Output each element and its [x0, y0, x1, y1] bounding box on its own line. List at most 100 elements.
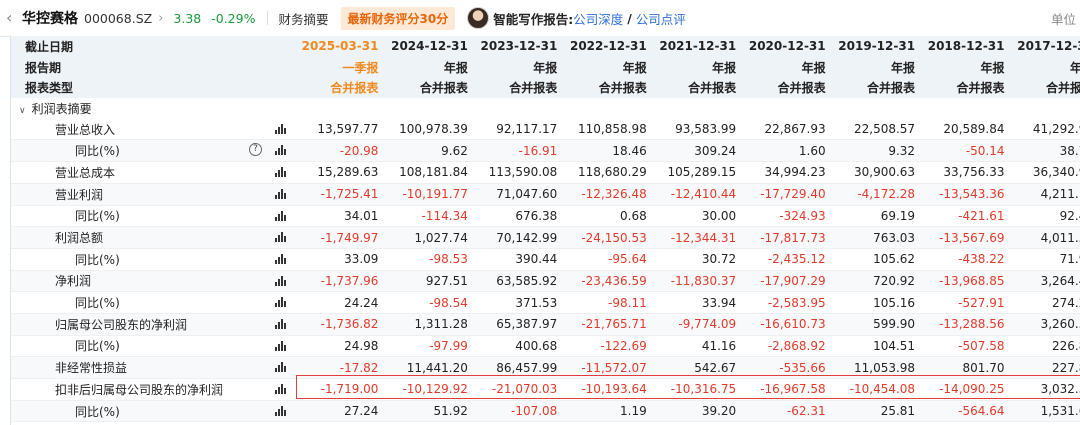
header-cell: 合并报表	[474, 77, 565, 99]
value-cell: 24.98	[296, 335, 386, 358]
link-company-depth[interactable]: 公司深度	[573, 11, 624, 27]
table-row: 非经常性损益 -17.82 11,441.20 86,457.99 -11,572.07…	[11, 356, 1080, 379]
value-cell: 33.09	[296, 248, 386, 271]
row-label-cell: 营业总成本	[11, 161, 296, 184]
value-cell: 108,181.84	[385, 161, 475, 184]
avatar	[467, 7, 490, 29]
financial-score-badge[interactable]: 最新财务评分30分	[340, 6, 456, 30]
value-cell: 24.24	[296, 291, 386, 314]
value-cell: 0.68	[564, 205, 654, 228]
value-cell: -16.91	[474, 139, 565, 163]
value-cell: 70,142.99	[474, 226, 565, 249]
table-row: 营业利润 -1,725.41 -10,191.77 71,047.60 -12,326.…	[11, 183, 1080, 206]
row-label: 同比(%)	[75, 404, 120, 419]
bar-chart-icon[interactable]	[275, 384, 286, 394]
chevron-down-icon[interactable]: ∨	[19, 105, 26, 116]
value-cell: 542.67	[653, 356, 744, 379]
value-cell: -535.66	[743, 356, 833, 379]
value-cell: -14,090.25	[922, 378, 1012, 401]
value-cell: -11,830.37	[653, 270, 744, 293]
value-cell: -23,436.59	[564, 270, 654, 293]
value-cell: 110,858.98	[564, 118, 654, 141]
value-cell: 9.62	[385, 139, 475, 163]
row-label-cell: 归属母公司股东的净利润	[11, 313, 296, 336]
value-cell: -1,719.00	[296, 378, 386, 401]
value-cell: 11,441.20	[385, 356, 475, 379]
header-cell: 合并报表	[922, 77, 1012, 99]
row-label-cell: 净利润	[11, 270, 296, 293]
bar-chart-icon[interactable]	[275, 232, 286, 243]
bar-chart-icon[interactable]	[275, 405, 286, 416]
unit-label: 单位	[1050, 11, 1076, 27]
bar-chart-icon[interactable]	[275, 362, 286, 373]
value-cell: -13,543.36	[922, 183, 1012, 206]
help-icon[interactable]: ?	[249, 143, 262, 157]
header-cell: 年报	[1011, 56, 1080, 78]
section-row[interactable]: ∨ 利润表摘要	[11, 98, 1080, 119]
value-cell: 92.43	[1011, 205, 1080, 228]
value-cell: 69.19	[832, 205, 923, 228]
bar-chart-icon[interactable]	[275, 145, 286, 156]
bar-chart-icon[interactable]	[275, 167, 286, 178]
header-cell: 合并报表	[743, 77, 833, 99]
row-label: 营业利润	[55, 187, 104, 202]
value-cell: 1.19	[564, 400, 654, 423]
bar-chart-icon[interactable]	[275, 123, 286, 134]
value-cell: -10,129.92	[385, 378, 475, 401]
bar-chart-icon[interactable]	[275, 188, 286, 199]
separator-slash: /	[627, 10, 632, 26]
bar-chart-icon[interactable]	[275, 275, 286, 286]
value-cell: 9.32	[832, 139, 923, 163]
empty-cell	[564, 98, 654, 119]
bar-chart-icon[interactable]	[275, 318, 286, 329]
link-company-review[interactable]: 公司点评	[635, 11, 686, 27]
empty-cell	[653, 98, 744, 119]
value-cell: 34.01	[296, 205, 386, 228]
table-row: 同比(%) 34.01 -114.34 676.38 0.68 30.00 -324.93 6…	[11, 205, 1080, 228]
value-cell: -97.99	[385, 335, 475, 358]
value-cell: 4,011.56	[1011, 226, 1080, 249]
row-label: 利润总额	[55, 231, 104, 246]
header-cell: 2024-12-31	[385, 36, 475, 57]
bar-chart-icon[interactable]	[275, 340, 286, 351]
header-label: 报表类型	[11, 77, 296, 99]
value-cell: -11,572.07	[564, 356, 654, 379]
value-cell: -9,774.09	[653, 313, 744, 336]
value-cell: 92,117.17	[474, 118, 565, 141]
value-cell: -98.54	[385, 291, 475, 314]
section-label[interactable]: ∨ 利润表摘要	[11, 98, 296, 119]
value-cell: 63,585.92	[474, 270, 565, 293]
value-cell: 1.60	[743, 139, 833, 163]
row-label: 营业总收入	[55, 122, 116, 137]
value-cell: -564.64	[922, 400, 1012, 423]
stock-name: 华控赛格	[22, 11, 78, 27]
bar-chart-icon[interactable]	[275, 210, 286, 221]
value-cell: 309.24	[653, 139, 744, 163]
row-label-cell: 扣非后归属母公司股东的净利润	[11, 378, 296, 401]
chevron-left-icon[interactable]: ‹	[6, 8, 13, 27]
value-cell: 18.46	[564, 139, 654, 163]
value-cell: -2,435.12	[743, 248, 833, 271]
header-cell: 年报	[832, 56, 923, 78]
value-cell: -12,344.31	[653, 226, 744, 249]
header-row: 报表类型合并报表合并报表合并报表合并报表合并报表合并报表合并报表合并报表合并报表	[11, 77, 1080, 99]
chevron-right-icon[interactable]: ›	[158, 10, 164, 26]
value-cell: -1,736.82	[296, 313, 386, 336]
value-cell: -1,737.96	[296, 270, 386, 293]
empty-cell	[385, 98, 475, 119]
value-cell: 3,264.41	[1011, 270, 1080, 293]
value-cell: -114.34	[385, 205, 475, 228]
value-cell: -13,288.56	[922, 313, 1012, 336]
value-cell: -21,765.71	[564, 313, 654, 336]
bar-chart-icon[interactable]	[275, 253, 286, 264]
value-cell: 3,032.52	[1011, 378, 1080, 401]
value-cell: 36,340.96	[1011, 161, 1080, 184]
value-cell: 118,680.29	[564, 161, 654, 184]
value-cell: 93,583.99	[653, 118, 744, 141]
value-cell: -13,968.85	[922, 270, 1012, 293]
empty-cell	[832, 98, 923, 119]
empty-cell	[922, 98, 1012, 119]
tab-financial-summary[interactable]: 财务摘要	[278, 11, 329, 27]
value-cell: 676.38	[474, 205, 565, 228]
bar-chart-icon[interactable]	[275, 297, 286, 308]
